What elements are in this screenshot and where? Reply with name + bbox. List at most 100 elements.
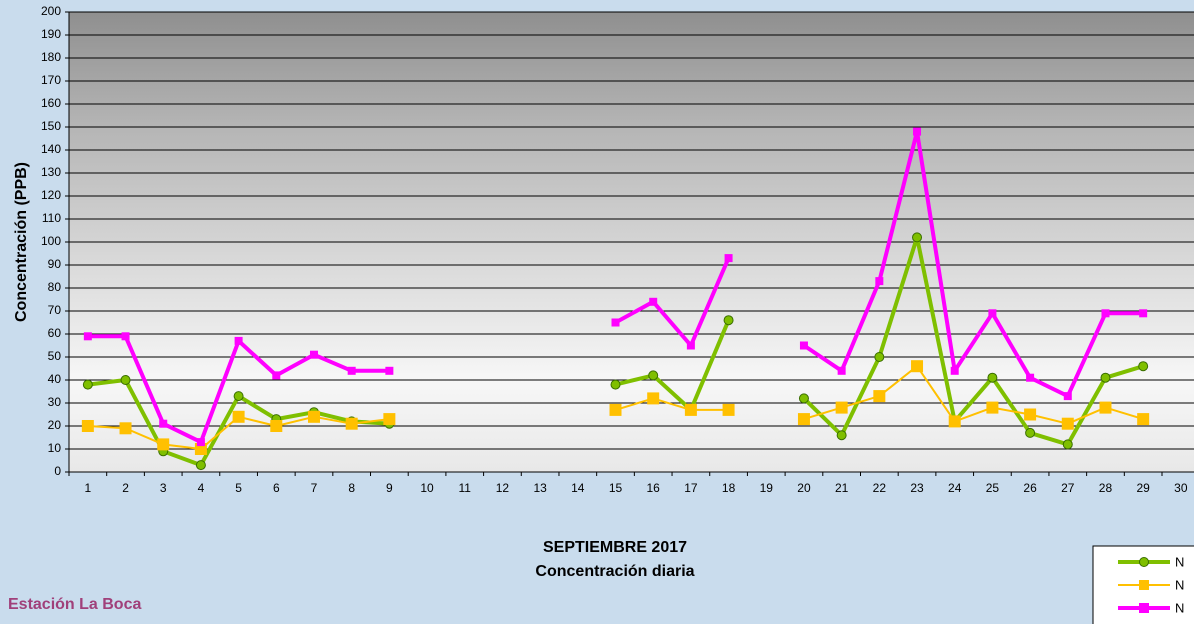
data-point <box>347 366 356 375</box>
x-tick-label: 27 <box>1061 481 1075 495</box>
data-point <box>875 277 884 286</box>
x-tick-label: 9 <box>386 481 393 495</box>
legend-marker <box>1139 580 1149 590</box>
data-point <box>1137 413 1150 426</box>
data-point <box>948 415 961 428</box>
data-point <box>159 419 168 428</box>
data-point <box>913 127 922 136</box>
data-point <box>121 332 130 341</box>
y-tick-label: 130 <box>41 165 61 179</box>
data-point <box>272 371 281 380</box>
data-point <box>874 352 885 362</box>
legend-label: N <box>1175 577 1184 592</box>
data-point <box>609 403 622 416</box>
y-tick-label: 30 <box>48 395 62 409</box>
x-tick-label: 6 <box>273 481 280 495</box>
data-point <box>1138 361 1149 372</box>
x-tick-label: 16 <box>647 481 661 495</box>
data-point <box>986 401 999 414</box>
y-axis-label: Concentración (PPB) <box>13 162 30 322</box>
data-point <box>345 417 358 430</box>
data-point <box>1025 427 1036 438</box>
data-point <box>837 366 846 375</box>
data-point <box>1101 309 1110 318</box>
data-point <box>1026 373 1035 382</box>
data-point <box>82 379 93 390</box>
data-point <box>120 375 131 385</box>
y-tick-label: 110 <box>42 211 61 225</box>
data-point <box>1063 392 1072 401</box>
y-tick-label: 0 <box>54 464 61 478</box>
data-point <box>684 403 697 416</box>
data-point <box>647 392 660 405</box>
station-label: Estación La Boca <box>8 596 141 613</box>
data-point <box>234 336 243 345</box>
data-point <box>195 460 206 471</box>
x-tick-label: 18 <box>722 481 736 495</box>
data-point <box>1024 408 1037 421</box>
data-point <box>798 393 809 404</box>
data-point <box>232 410 245 423</box>
data-point <box>157 438 170 451</box>
data-point <box>270 420 283 432</box>
data-point <box>196 438 205 447</box>
y-tick-label: 150 <box>41 119 61 133</box>
data-point <box>873 390 886 403</box>
data-point <box>1099 401 1112 414</box>
y-tick-label: 120 <box>41 188 61 202</box>
y-tick-label: 190 <box>41 27 61 41</box>
data-point <box>648 370 659 381</box>
data-point <box>83 332 92 341</box>
x-tick-label: 29 <box>1136 481 1150 495</box>
data-point <box>309 350 318 359</box>
x-tick-label: 23 <box>910 481 924 495</box>
y-tick-label: 70 <box>48 303 62 317</box>
legend-label: N <box>1175 600 1184 615</box>
y-tick-label: 90 <box>48 257 62 271</box>
y-tick-label: 60 <box>48 326 62 340</box>
data-point <box>307 410 320 423</box>
x-tick-label: 14 <box>571 481 585 495</box>
data-point <box>912 232 923 243</box>
x-tick-label: 30 <box>1174 481 1188 495</box>
data-point <box>81 420 94 432</box>
y-tick-label: 160 <box>41 96 61 110</box>
data-point <box>835 401 848 414</box>
x-tick-label: 22 <box>873 481 887 495</box>
x-tick-label: 2 <box>122 481 129 495</box>
data-point <box>119 422 132 435</box>
data-point <box>723 315 734 326</box>
y-tick-label: 50 <box>48 349 62 363</box>
data-point <box>649 297 658 306</box>
chart-title: SEPTIEMBRE 2017 <box>543 539 687 556</box>
y-tick-label: 170 <box>41 73 61 87</box>
x-tick-label: 1 <box>85 481 92 495</box>
data-point <box>950 366 959 375</box>
x-tick-label: 3 <box>160 481 167 495</box>
data-point <box>686 341 695 350</box>
y-tick-label: 20 <box>48 418 62 432</box>
data-point <box>799 341 808 350</box>
chart-subtitle: Concentración diaria <box>535 563 694 580</box>
x-tick-label: 21 <box>835 481 849 495</box>
data-point <box>797 413 810 426</box>
data-point <box>987 372 998 383</box>
legend-label: N <box>1175 554 1184 569</box>
data-point <box>836 430 847 441</box>
x-tick-label: 12 <box>496 481 510 495</box>
x-tick-label: 10 <box>420 481 434 495</box>
y-tick-label: 100 <box>41 234 61 248</box>
x-tick-label: 11 <box>459 481 472 495</box>
x-tick-label: 20 <box>797 481 811 495</box>
data-point <box>383 413 396 426</box>
data-point <box>1139 309 1148 318</box>
data-point <box>233 391 244 402</box>
y-tick-label: 140 <box>41 142 61 156</box>
x-tick-label: 4 <box>198 481 205 495</box>
x-tick-label: 7 <box>311 481 318 495</box>
y-tick-label: 10 <box>48 441 62 455</box>
x-tick-label: 17 <box>684 481 698 495</box>
data-point <box>385 366 394 375</box>
